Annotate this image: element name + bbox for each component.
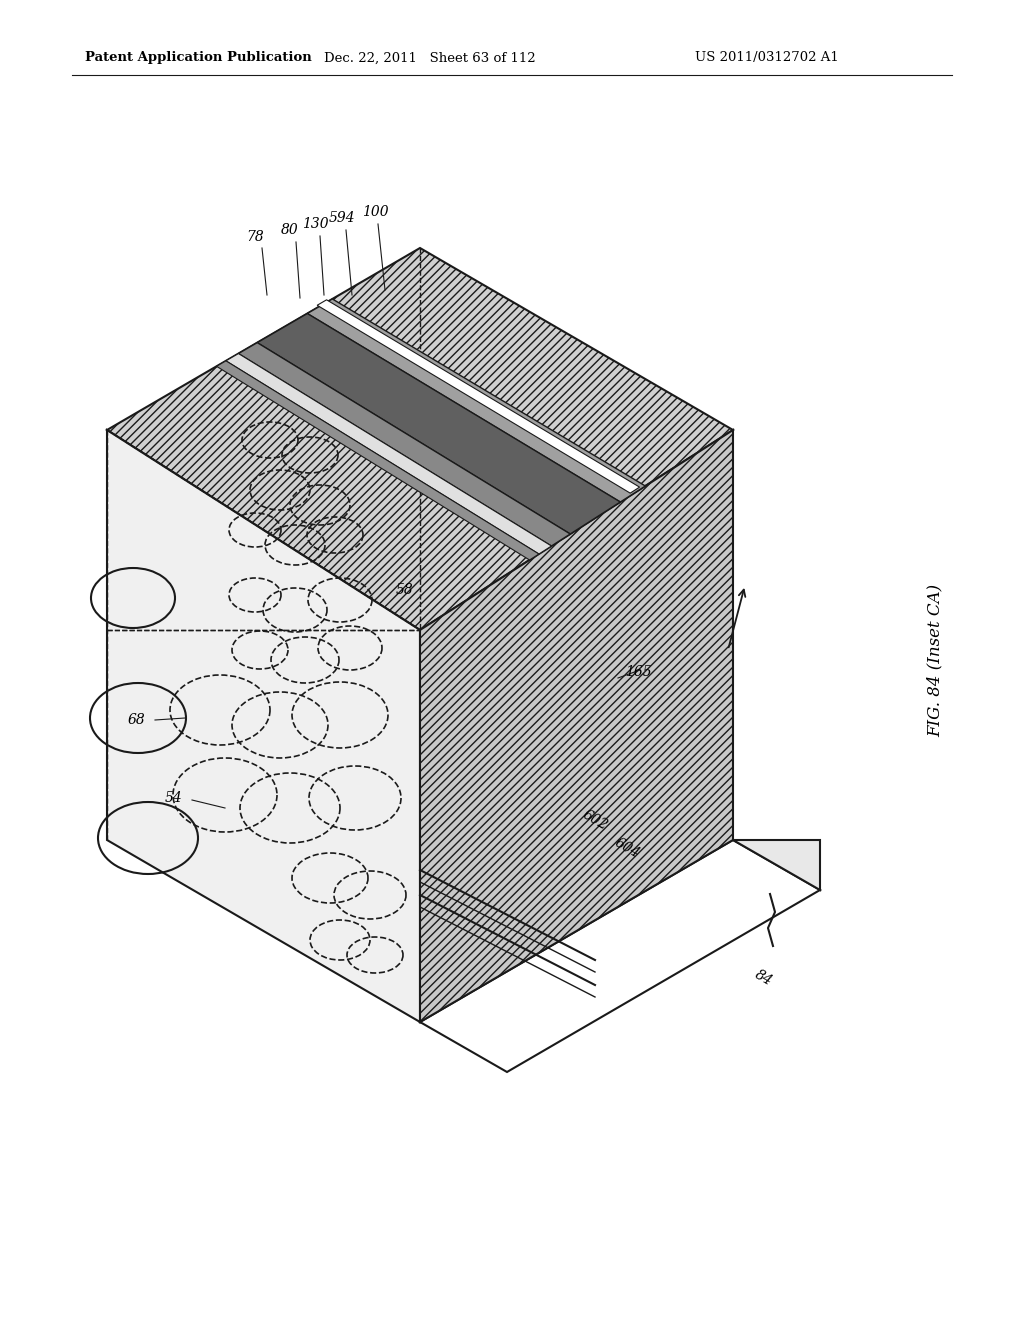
Text: Patent Application Publication: Patent Application Publication [85,51,311,65]
Polygon shape [239,343,570,546]
Text: FIG. 84 (Inset CA): FIG. 84 (Inset CA) [927,583,943,737]
Text: 84: 84 [752,968,774,989]
Text: 100: 100 [361,205,388,219]
Text: US 2011/0312702 A1: US 2011/0312702 A1 [695,51,839,65]
Polygon shape [307,298,645,502]
Polygon shape [257,314,621,535]
Text: 604: 604 [612,836,642,861]
Text: 130: 130 [302,216,329,231]
Text: Dec. 22, 2011   Sheet 63 of 112: Dec. 22, 2011 Sheet 63 of 112 [325,51,536,65]
Text: 54: 54 [164,791,182,805]
Polygon shape [106,430,420,1022]
Text: 165: 165 [625,665,651,678]
Polygon shape [106,248,733,630]
Polygon shape [216,360,539,560]
Polygon shape [733,840,820,890]
Polygon shape [420,840,820,1072]
Polygon shape [420,430,733,1022]
Polygon shape [317,300,640,494]
Text: 58: 58 [396,583,414,597]
Text: 602: 602 [580,808,610,833]
Polygon shape [226,354,552,554]
Text: 78: 78 [246,230,264,244]
Text: 80: 80 [282,223,299,238]
Text: 68: 68 [127,713,145,727]
Text: 594: 594 [329,211,355,224]
